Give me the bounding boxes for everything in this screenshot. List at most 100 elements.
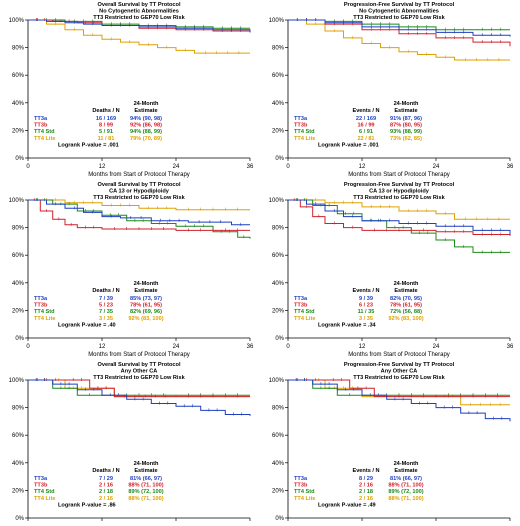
panel-title-line: Overall Survival by TT Protocol (98, 2, 181, 8)
y-tick-label: 80% (272, 46, 285, 52)
logrank-pvalue: Logrank P-value = .40 (58, 322, 116, 328)
km-panel-2: Progression-Free Survival by TT Protocol… (269, 2, 514, 178)
legend-series-name: TT4 Std (34, 489, 55, 495)
legend-series-name: TT4 Lite (294, 316, 315, 322)
legend-series-estimate: 81% (66, 97) (130, 476, 162, 482)
y-tick-label: 60% (272, 433, 285, 439)
x-tick-label: 24 (433, 344, 440, 350)
km-curve-tt3a (28, 19, 251, 33)
km-curve-tt3b (288, 19, 511, 47)
legend-series-counts: 2 / 16 (359, 496, 373, 502)
legend-series-counts: 2 / 18 (99, 489, 113, 495)
legend-series-estimate: 88% (71, 100) (128, 483, 163, 489)
y-tick-label: 100% (9, 198, 25, 204)
y-tick-label: 100% (269, 378, 285, 384)
km-curve-tt3b (288, 379, 510, 398)
km-curve-tt4-lite (28, 19, 250, 54)
x-tick-label: 24 (433, 164, 440, 170)
km-panel-6: Progression-Free Survival by TT Protocol… (269, 362, 514, 526)
legend-series-estimate: 78% (61, 95) (130, 303, 162, 309)
table-header-estimate: Estimate (394, 468, 417, 474)
legend-series-name: TT4 Lite (34, 496, 55, 502)
legend-series-counts: 3 / 35 (99, 316, 113, 322)
legend-series-estimate: 88% (71, 100) (128, 496, 163, 502)
x-tick-label: 36 (507, 344, 514, 350)
legend-series-estimate: 78% (61, 95) (390, 303, 422, 309)
legend-series-counts: 9 / 39 (359, 296, 373, 302)
panel-title-line: Progression-Free Survival by TT Protocol (344, 182, 455, 188)
x-tick-label: 0 (26, 164, 30, 170)
legend-series-name: TT3b (34, 483, 48, 489)
x-tick-label: 36 (507, 164, 514, 170)
y-tick-label: 20% (12, 128, 25, 134)
legend-series-counts: 11 / 81 (98, 136, 115, 142)
legend-series-estimate: 94% (88, 99) (130, 129, 162, 135)
legend-series-estimate: 92% (83, 100) (388, 316, 423, 322)
legend-series-estimate: 92% (86, 98) (130, 123, 162, 129)
legend-series-name: TT4 Lite (294, 136, 315, 142)
legend-series-counts: 5 / 91 (99, 129, 113, 135)
logrank-pvalue: Logrank P-value = .86 (58, 502, 116, 508)
legend-series-estimate: 85% (73, 97) (130, 296, 162, 302)
panel-title-line: TT3 Restricted to GEP70 Low Risk (353, 375, 445, 381)
legend-series-name: TT4 Std (294, 489, 315, 495)
table-header-counts: Deaths / N (92, 288, 119, 294)
km-curve-tt3a (28, 379, 251, 416)
x-tick-label: 36 (247, 164, 254, 170)
y-tick-label: 80% (12, 226, 25, 232)
x-axis-label: Months from Start of Protocol Therapy (88, 352, 190, 358)
y-tick-label: 40% (12, 281, 25, 287)
y-tick-label: 60% (12, 73, 25, 79)
y-tick-label: 100% (9, 378, 25, 384)
y-tick-label: 60% (12, 433, 25, 439)
panel-title-line: TT3 Restricted to GEP70 Low Risk (93, 195, 185, 201)
table-header-month: 24-Month (394, 461, 419, 467)
x-axis-label: Months from Start of Protocol Therapy (88, 172, 190, 178)
legend-series-counts: 6 / 91 (359, 129, 373, 135)
km-curve-tt3a (288, 199, 511, 235)
panel-title-line: Overall Survival by TT Protocol (98, 182, 181, 188)
y-tick-label: 40% (12, 101, 25, 107)
y-tick-label: 100% (269, 18, 285, 24)
y-tick-label: 20% (272, 488, 285, 494)
km-curve-tt4-lite (28, 199, 250, 211)
legend-series-estimate: 72% (56, 88) (390, 309, 422, 315)
legend-series-name: TT4 Std (34, 129, 55, 135)
table-header-estimate: Estimate (134, 288, 157, 294)
table-header-counts: Deaths / N (92, 468, 119, 474)
legend-series-estimate: 89% (72, 100) (388, 489, 423, 495)
x-tick-label: 12 (359, 344, 366, 350)
panel-title-line: TT3 Restricted to GEP70 Low Risk (353, 15, 445, 21)
table-header-estimate: Estimate (394, 288, 417, 294)
x-tick-label: 12 (99, 344, 106, 350)
x-tick-label: 24 (173, 164, 180, 170)
km-curve-tt4-std (288, 379, 510, 396)
y-tick-label: 60% (272, 73, 285, 79)
legend-series-estimate: 79% (70, 89) (130, 136, 162, 142)
km-curve-tt4-std (28, 379, 250, 396)
x-tick-label: 0 (286, 344, 290, 350)
panel-title-line: No Cytogenetic Abnormalities (99, 9, 179, 15)
legend-series-counts: 2 / 16 (99, 483, 113, 489)
y-tick-label: 80% (12, 406, 25, 412)
y-tick-label: 0% (15, 516, 24, 521)
y-tick-label: 100% (9, 18, 25, 24)
km-curve-tt4-lite (288, 19, 510, 61)
x-tick-label: 12 (359, 164, 366, 170)
y-tick-label: 80% (272, 406, 285, 412)
legend-series-counts: 2 / 16 (99, 496, 113, 502)
legend-series-name: TT4 Lite (34, 136, 55, 142)
table-header-month: 24-Month (394, 101, 419, 107)
legend-series-estimate: 73% (62, 85) (390, 136, 422, 142)
table-header-month: 24-Month (134, 461, 159, 467)
panel-title-line: TT3 Restricted to GEP70 Low Risk (93, 375, 185, 381)
legend-series-estimate: 81% (66, 97) (390, 476, 422, 482)
legend-series-counts: 7 / 35 (99, 309, 113, 315)
panel-title-line: Progression-Free Survival by TT Protocol (344, 362, 455, 368)
x-tick-label: 0 (26, 344, 30, 350)
legend-series-name: TT4 Std (294, 129, 315, 135)
km-curve-tt3a (288, 379, 511, 422)
